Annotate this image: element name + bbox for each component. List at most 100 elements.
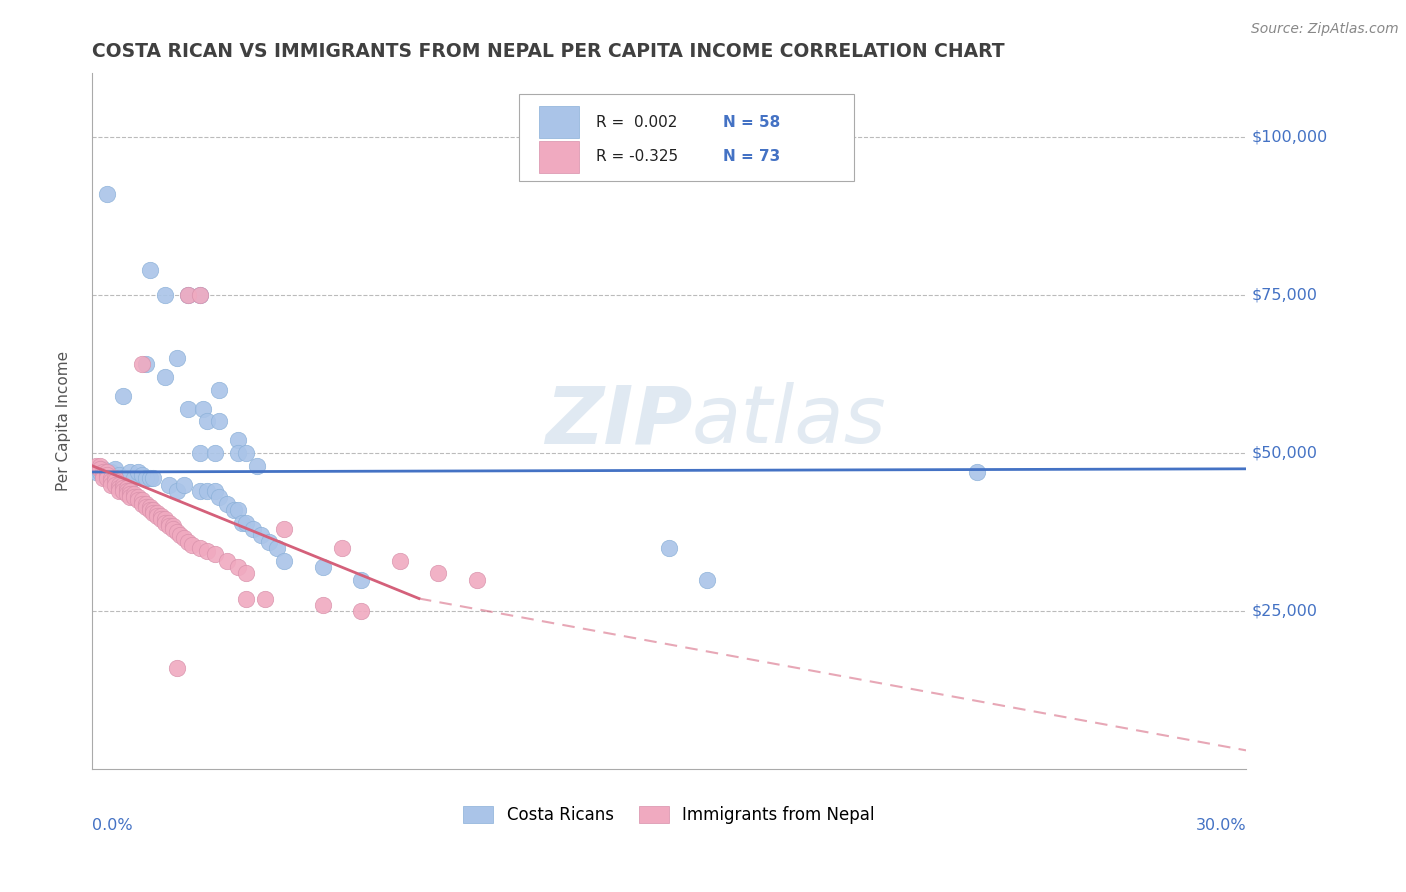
Point xyxy=(146,509,169,524)
Point xyxy=(195,414,218,428)
Point xyxy=(173,477,195,491)
Point xyxy=(104,471,127,485)
FancyBboxPatch shape xyxy=(538,141,579,172)
Point xyxy=(208,383,231,397)
Text: R =  0.002: R = 0.002 xyxy=(596,115,678,129)
Point xyxy=(142,503,165,517)
Point xyxy=(138,503,160,517)
Point xyxy=(350,573,373,587)
Point xyxy=(120,490,142,504)
Point xyxy=(224,503,246,517)
Point xyxy=(111,471,134,485)
Point xyxy=(115,481,138,495)
Text: $100,000: $100,000 xyxy=(1251,129,1329,145)
Point xyxy=(696,573,718,587)
Point xyxy=(177,288,200,302)
Point xyxy=(250,528,273,542)
Point xyxy=(195,483,218,498)
Point xyxy=(195,544,218,558)
Point xyxy=(131,497,153,511)
Point xyxy=(215,553,238,567)
Point xyxy=(188,288,211,302)
Point xyxy=(388,553,411,567)
Point xyxy=(96,465,118,479)
Point xyxy=(115,471,138,485)
Point xyxy=(162,522,184,536)
Point xyxy=(142,506,165,520)
Point xyxy=(96,465,118,479)
Point xyxy=(173,532,195,546)
Point xyxy=(122,471,145,485)
Point xyxy=(188,483,211,498)
Text: ZIP: ZIP xyxy=(544,383,692,460)
Point xyxy=(108,483,131,498)
Point xyxy=(142,471,165,485)
Text: Per Capita Income: Per Capita Income xyxy=(56,351,70,491)
Point xyxy=(100,475,122,489)
Point xyxy=(135,497,157,511)
Point xyxy=(166,351,188,365)
Point xyxy=(226,446,249,460)
Point xyxy=(254,591,277,606)
Point xyxy=(150,509,173,524)
Point xyxy=(127,493,149,508)
Point xyxy=(208,490,231,504)
Point xyxy=(312,560,335,574)
Point xyxy=(111,389,134,403)
Point xyxy=(89,462,111,476)
Point xyxy=(127,465,149,479)
Point xyxy=(120,483,142,498)
Point xyxy=(93,468,115,483)
Point xyxy=(104,475,127,489)
Point xyxy=(135,358,157,372)
Point xyxy=(177,288,200,302)
Point xyxy=(157,477,180,491)
Point xyxy=(153,516,176,530)
Point xyxy=(312,598,335,612)
Point xyxy=(166,483,188,498)
Point xyxy=(215,497,238,511)
Text: $50,000: $50,000 xyxy=(1251,445,1317,460)
Text: 30.0%: 30.0% xyxy=(1195,818,1246,833)
FancyBboxPatch shape xyxy=(519,95,853,181)
Point xyxy=(242,522,264,536)
Point xyxy=(93,462,115,476)
Text: Source: ZipAtlas.com: Source: ZipAtlas.com xyxy=(1251,22,1399,37)
Point xyxy=(273,553,295,567)
Point xyxy=(122,490,145,504)
Point xyxy=(93,465,115,479)
Text: N = 58: N = 58 xyxy=(723,115,780,129)
Point xyxy=(122,487,145,501)
Point xyxy=(153,512,176,526)
Point xyxy=(204,483,226,498)
FancyBboxPatch shape xyxy=(538,106,579,137)
Point xyxy=(127,490,149,504)
Text: $75,000: $75,000 xyxy=(1251,287,1317,302)
Point xyxy=(157,516,180,530)
Point xyxy=(150,512,173,526)
Point xyxy=(193,401,215,416)
Point xyxy=(111,481,134,495)
Point xyxy=(966,465,988,479)
Point xyxy=(235,591,257,606)
Point xyxy=(465,573,488,587)
Point xyxy=(111,483,134,498)
Point xyxy=(89,465,111,479)
Point xyxy=(108,477,131,491)
Point xyxy=(84,458,107,473)
Point xyxy=(108,481,131,495)
Point xyxy=(131,358,153,372)
Point xyxy=(115,487,138,501)
Point xyxy=(84,465,107,479)
Point xyxy=(330,541,353,555)
Point xyxy=(273,522,295,536)
Point xyxy=(96,471,118,485)
Point xyxy=(135,500,157,514)
Point xyxy=(111,477,134,491)
Point xyxy=(93,471,115,485)
Point xyxy=(135,471,157,485)
Point xyxy=(169,528,191,542)
Point xyxy=(235,446,257,460)
Point xyxy=(226,560,249,574)
Text: R = -0.325: R = -0.325 xyxy=(596,150,678,164)
